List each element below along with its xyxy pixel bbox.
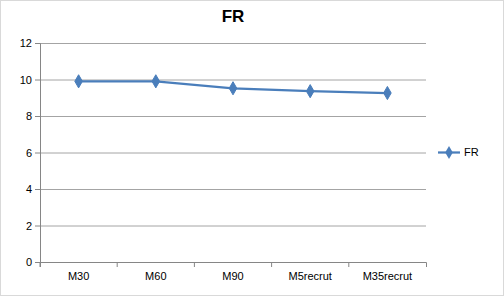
series-marker: [75, 75, 83, 88]
plot-area: 0 2 4 6 8 10 12 M30 M60 M90 M5recrut M35recrut: [20, 37, 427, 282]
x-tick-label: M30: [68, 270, 89, 282]
x-tick-mark: [40, 262, 41, 267]
y-tick-label: 2: [26, 220, 32, 232]
grid-line: [40, 43, 426, 44]
x-tick: M60: [117, 262, 166, 282]
y-tick-mark: [35, 153, 40, 154]
y-tick-label: 4: [26, 183, 32, 195]
y-tick-mark: [35, 189, 40, 190]
y-tick-label: 0: [26, 256, 32, 268]
y-tick-mark: [35, 262, 40, 263]
y-tick: 0: [26, 256, 40, 268]
chart: 0 2 4 6 8 10 12 M30 M60 M90 M5recrut M35recrut FR FR: [0, 0, 504, 296]
series-marker: [384, 86, 392, 99]
y-tick-label: 8: [26, 110, 32, 122]
legend-marker: [445, 146, 453, 159]
x-tick: M35recrut: [349, 262, 412, 282]
x-tick-mark: [271, 262, 272, 267]
x-tick: M5recrut: [272, 262, 332, 282]
grid-line: [40, 116, 426, 117]
x-tick: M30: [40, 262, 89, 282]
x-tick-mark: [348, 262, 349, 267]
y-tick-mark: [35, 43, 40, 44]
series-marker: [306, 85, 314, 98]
chart-title: FR: [222, 7, 245, 26]
y-tick: 8: [26, 110, 40, 122]
series-group: [75, 75, 391, 100]
y-tick-mark: [35, 226, 40, 227]
y-tick: 6: [26, 147, 40, 159]
x-axis-line: [41, 263, 427, 268]
y-tick-mark: [35, 80, 40, 81]
grid-line: [40, 153, 426, 154]
y-tick: 12: [20, 37, 40, 49]
grid-line: [40, 226, 426, 227]
y-tick: 4: [26, 183, 40, 195]
y-tick-label: 10: [20, 74, 32, 86]
grid: [40, 44, 426, 263]
y-tick: 10: [20, 74, 40, 86]
y-axis: 0 2 4 6 8 10 12: [20, 37, 41, 268]
y-axis-line: [35, 44, 41, 263]
x-tick-label: M60: [145, 270, 166, 282]
grid-line: [40, 189, 426, 190]
x-tick-mark: [194, 262, 195, 267]
legend-item: FR: [438, 146, 479, 159]
x-tick-label: M90: [222, 270, 243, 282]
x-tick: M90: [194, 262, 243, 282]
y-tick-mark: [35, 116, 40, 117]
y-tick-label: 12: [20, 37, 32, 49]
legend: FR: [438, 146, 479, 159]
x-axis: M30 M60 M90 M5recrut M35recrut: [40, 262, 427, 282]
x-tick-label: M35recrut: [363, 270, 413, 282]
x-tick-label: M5recrut: [288, 270, 331, 282]
chart-border: [1, 1, 504, 296]
y-tick-label: 6: [26, 147, 32, 159]
legend-label: FR: [464, 146, 479, 158]
series-marker: [152, 75, 160, 88]
x-tick-mark: [117, 262, 118, 267]
y-tick: 2: [26, 220, 40, 232]
series-marker: [229, 82, 237, 95]
